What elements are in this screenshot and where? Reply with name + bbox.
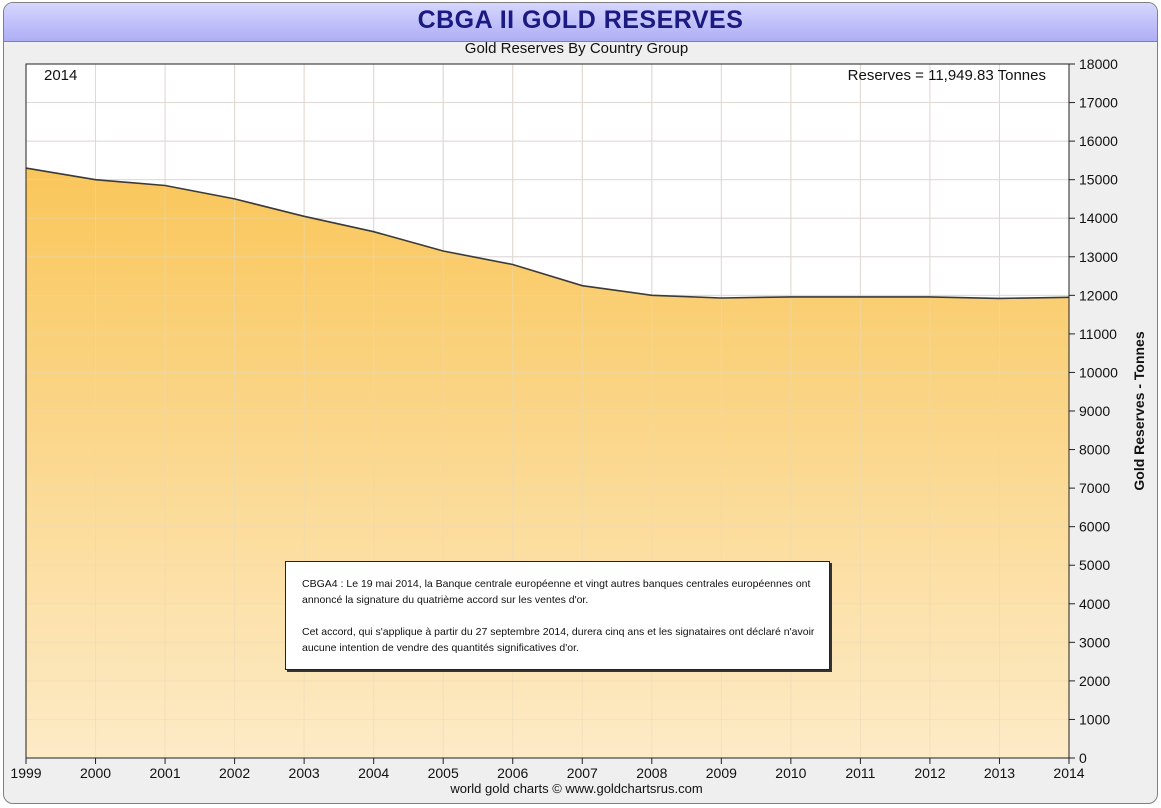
y-tick-label: 5000 — [1079, 557, 1110, 573]
chart-title: CBGA II GOLD RESERVES — [417, 6, 744, 34]
y-tick-label: 1000 — [1079, 711, 1110, 727]
x-tick-label: 2002 — [219, 765, 250, 781]
x-tick-label: 1999 — [10, 765, 41, 781]
y-tick-label: 9000 — [1079, 403, 1110, 419]
x-tick-label: 2007 — [567, 765, 598, 781]
x-tick-label: 2014 — [1053, 765, 1084, 781]
y-tick-label: 17000 — [1079, 95, 1118, 111]
reserves-value-label: Reserves = 11,949.83 Tonnes — [848, 67, 1046, 84]
y-tick-label: 10000 — [1079, 364, 1118, 380]
x-tick-label: 2011 — [845, 765, 875, 781]
y-tick-label: 11000 — [1079, 326, 1117, 342]
y-tick-label: 6000 — [1079, 519, 1110, 535]
cbga4-note-box: CBGA4 : Le 19 mai 2014, la Banque centra… — [285, 561, 830, 670]
y-axis: 0 1000 2000 3000 4000 5000 6000 7000 8000 9000 100… — [1069, 56, 1118, 766]
x-tick-label: 2005 — [428, 765, 459, 781]
y-tick-label: 18000 — [1079, 56, 1118, 72]
chart-subtitle: Gold Reserves By Country Group — [464, 40, 689, 57]
x-tick-label: 2009 — [706, 765, 737, 781]
note-paragraph-1: CBGA4 : Le 19 mai 2014, la Banque centra… — [302, 578, 811, 606]
y-tick-label: 16000 — [1079, 133, 1118, 149]
chart-footer: world gold charts © www.goldchartsrus.co… — [450, 781, 703, 796]
x-tick-label: 2012 — [914, 765, 945, 781]
y-tick-label: 7000 — [1079, 480, 1110, 496]
y-tick-label: 2000 — [1079, 673, 1110, 689]
x-tick-label: 2000 — [80, 765, 111, 781]
corner-year-label: 2014 — [44, 67, 77, 84]
note-paragraph-2: Cet accord, qui s'applique à partir du 2… — [302, 626, 815, 654]
reserves-line — [25, 167, 1070, 300]
y-tick-label: 15000 — [1079, 172, 1118, 188]
y-axis-title: Gold Reserves - Tonnes — [1131, 331, 1147, 490]
x-axis: 1999 2000 2001 2002 2003 2004 2005 2006 2007 2008… — [10, 758, 1085, 781]
x-tick-label: 2001 — [149, 765, 180, 781]
x-tick-label: 2004 — [358, 765, 389, 781]
y-tick-label: 0 — [1079, 750, 1087, 766]
x-tick-label: 2008 — [636, 765, 667, 781]
title-bar: CBGA II GOLD RESERVES — [4, 3, 1157, 42]
y-tick-label: 12000 — [1079, 287, 1118, 303]
y-tick-label: 4000 — [1079, 596, 1110, 612]
x-tick-label: 2010 — [775, 765, 806, 781]
y-tick-label: 3000 — [1079, 634, 1110, 650]
y-tick-label: 14000 — [1079, 210, 1118, 226]
x-tick-label: 2003 — [289, 765, 320, 781]
y-tick-label: 8000 — [1079, 442, 1110, 458]
y-tick-label: 13000 — [1079, 249, 1118, 265]
x-tick-label: 2006 — [497, 765, 528, 781]
x-tick-label: 2013 — [984, 765, 1015, 781]
